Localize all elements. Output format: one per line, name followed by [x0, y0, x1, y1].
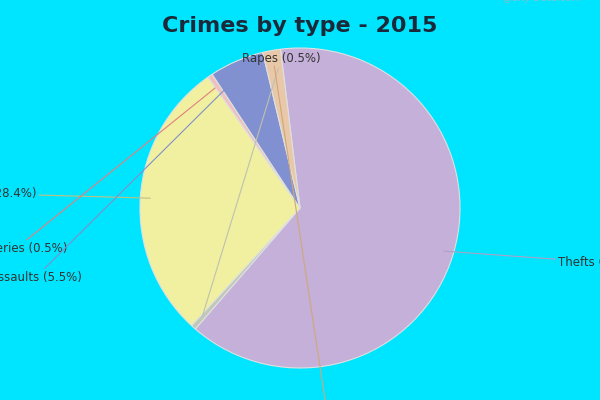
Wedge shape — [212, 52, 300, 208]
Wedge shape — [140, 77, 300, 326]
Text: @City-Data.com: @City-Data.com — [502, 0, 582, 4]
Wedge shape — [263, 49, 300, 208]
Text: Robberies (0.5%): Robberies (0.5%) — [0, 88, 215, 254]
Text: Rapes (0.5%): Rapes (0.5%) — [203, 52, 320, 315]
Wedge shape — [191, 208, 300, 329]
Text: Thefts (63.3%): Thefts (63.3%) — [443, 251, 600, 269]
Wedge shape — [208, 74, 300, 208]
Wedge shape — [195, 48, 460, 368]
Text: Auto thefts (1.8%): Auto thefts (1.8%) — [273, 66, 382, 400]
Text: Burglaries (28.4%): Burglaries (28.4%) — [0, 187, 151, 200]
Text: Crimes by type - 2015: Crimes by type - 2015 — [163, 16, 437, 36]
Text: Assaults (5.5%): Assaults (5.5%) — [0, 75, 239, 284]
